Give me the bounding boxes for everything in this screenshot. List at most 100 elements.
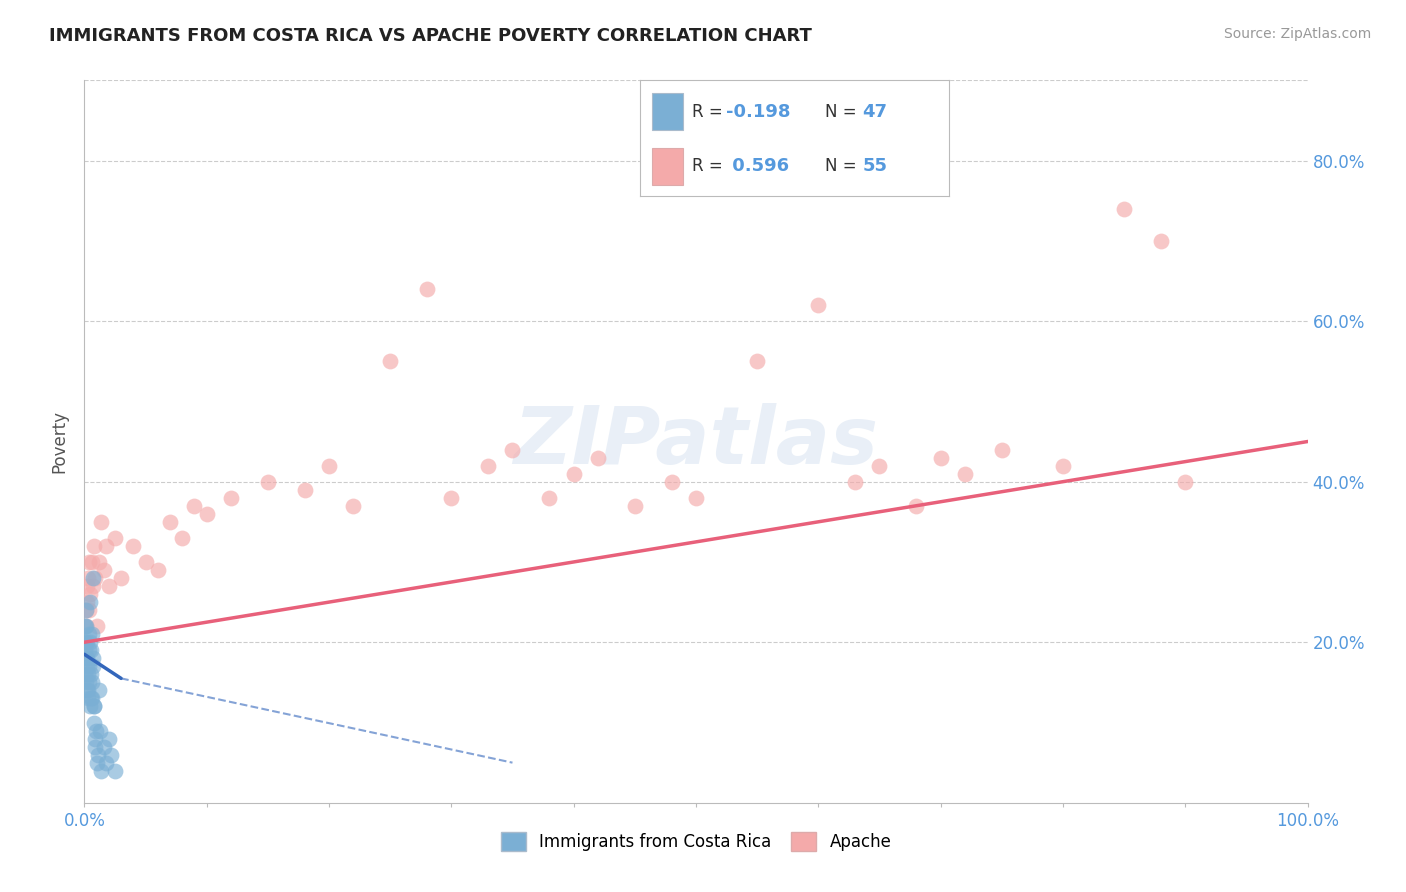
Point <box>97 731 120 746</box>
Point <box>89 723 111 738</box>
Point <box>76 579 98 593</box>
Point <box>661 475 683 489</box>
Point <box>75 603 97 617</box>
Point <box>84 571 107 585</box>
Point <box>80 691 103 706</box>
Text: N =: N = <box>825 157 862 175</box>
Text: R =: R = <box>692 103 728 120</box>
Point <box>77 643 100 657</box>
Point <box>844 475 866 489</box>
Point <box>538 491 561 505</box>
Point <box>135 555 157 569</box>
Point <box>76 635 98 649</box>
FancyBboxPatch shape <box>652 93 683 130</box>
Point <box>77 683 100 698</box>
Point <box>82 651 104 665</box>
Point <box>75 651 97 665</box>
Point <box>77 675 100 690</box>
Point <box>586 450 609 465</box>
Point <box>1114 202 1136 216</box>
Point <box>97 579 120 593</box>
Point <box>100 747 122 762</box>
Point <box>75 619 97 633</box>
Point <box>79 699 101 714</box>
Point <box>257 475 280 489</box>
Point <box>104 764 127 778</box>
Point <box>79 635 101 649</box>
Point <box>90 764 112 778</box>
Point <box>953 467 976 481</box>
Point <box>93 563 115 577</box>
Point <box>75 619 97 633</box>
Point <box>1052 458 1074 473</box>
Point <box>807 298 830 312</box>
Point <box>76 683 98 698</box>
Point <box>219 491 242 505</box>
Point <box>96 539 118 553</box>
Point <box>685 491 707 505</box>
Text: 0.596: 0.596 <box>727 157 789 175</box>
Point <box>76 651 98 665</box>
Point <box>93 739 115 754</box>
Point <box>195 507 218 521</box>
Point <box>86 619 108 633</box>
Point <box>84 723 107 738</box>
Point <box>380 354 402 368</box>
Point <box>929 450 952 465</box>
Point <box>75 643 97 657</box>
Text: 55: 55 <box>862 157 887 175</box>
Point <box>747 354 769 368</box>
Point <box>75 635 97 649</box>
Point <box>342 499 364 513</box>
Point <box>172 531 194 545</box>
Point <box>77 555 100 569</box>
Point <box>76 691 98 706</box>
Point <box>77 571 100 585</box>
Point <box>87 747 110 762</box>
Point <box>75 603 97 617</box>
Point <box>75 619 97 633</box>
Point <box>87 683 110 698</box>
Point <box>122 539 145 553</box>
Point <box>110 571 132 585</box>
Legend: Immigrants from Costa Rica, Apache: Immigrants from Costa Rica, Apache <box>492 823 900 860</box>
Point <box>83 731 105 746</box>
Point <box>1174 475 1197 489</box>
Text: ZIPatlas: ZIPatlas <box>513 402 879 481</box>
Point <box>104 531 127 545</box>
Point <box>84 739 107 754</box>
Point <box>624 499 647 513</box>
Point <box>82 659 104 673</box>
Point <box>80 627 103 641</box>
Point <box>80 691 103 706</box>
Point <box>183 499 205 513</box>
Point <box>82 579 104 593</box>
Point <box>80 555 103 569</box>
Text: 47: 47 <box>862 103 887 120</box>
Point <box>76 659 98 673</box>
Point <box>80 643 103 657</box>
Point <box>83 715 105 730</box>
Point <box>77 603 100 617</box>
Point <box>83 539 105 553</box>
Point <box>73 667 96 681</box>
FancyBboxPatch shape <box>652 147 683 185</box>
Point <box>991 442 1014 457</box>
Text: N =: N = <box>825 103 862 120</box>
Y-axis label: Poverty: Poverty <box>51 410 69 473</box>
Point <box>76 595 98 609</box>
Point <box>905 499 928 513</box>
Point <box>502 442 524 457</box>
Point <box>416 282 439 296</box>
Point <box>869 458 891 473</box>
Point <box>83 699 105 714</box>
Text: IMMIGRANTS FROM COSTA RICA VS APACHE POVERTY CORRELATION CHART: IMMIGRANTS FROM COSTA RICA VS APACHE POV… <box>49 27 813 45</box>
Point <box>82 675 104 690</box>
Point <box>77 627 100 641</box>
Point <box>87 555 110 569</box>
Point <box>83 699 105 714</box>
Text: Source: ZipAtlas.com: Source: ZipAtlas.com <box>1223 27 1371 41</box>
Text: -0.198: -0.198 <box>727 103 790 120</box>
Point <box>80 667 103 681</box>
Text: R =: R = <box>692 157 728 175</box>
